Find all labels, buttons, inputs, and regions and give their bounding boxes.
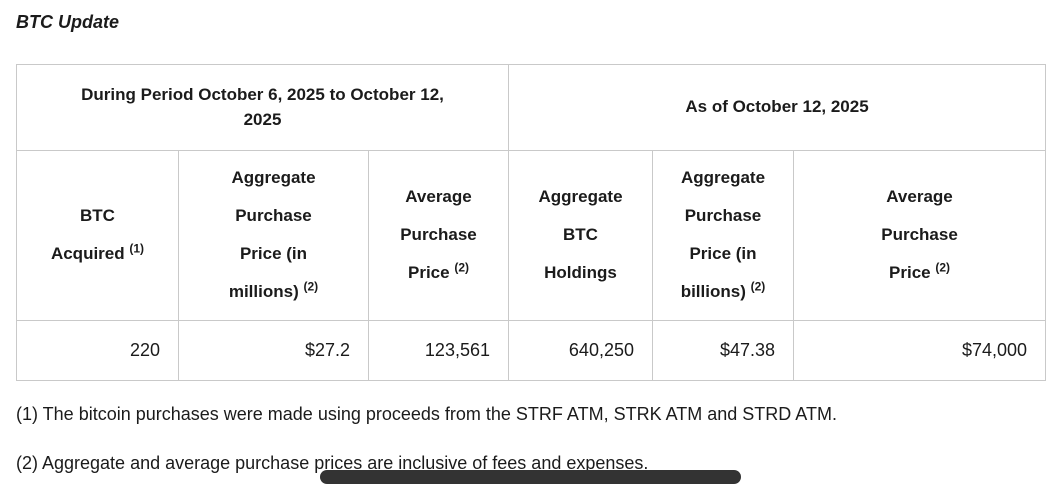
- col-header-average-purchase-price-asof-label: Average Purchase Price: [881, 186, 958, 283]
- col-header-aggregate-btc-holdings-label: Aggregate BTC Holdings: [538, 186, 623, 283]
- cell-average-purchase-price-asof: $74,000: [792, 319, 1047, 381]
- footnote-ref-2: (2): [454, 260, 469, 275]
- col-header-average-purchase-price-period: Average Purchase Price (2): [368, 149, 509, 321]
- col-header-aggregate-purchase-price-millions-label: Aggregate Purchase Price (in millions): [228, 167, 316, 302]
- footnote-ref-2: (2): [303, 279, 319, 294]
- col-header-aggregate-purchase-price-billions-label: Aggregate Purchase Price (in billions): [680, 167, 766, 302]
- group-header-during-period: During Period October 6, 2025 to October…: [16, 63, 509, 151]
- col-header-average-purchase-price-period-label: Average Purchase Price: [400, 186, 477, 283]
- cell-aggregate-btc-holdings: 640,250: [508, 319, 653, 381]
- group-header-as-of: As of October 12, 2025: [507, 63, 1047, 151]
- cell-btc-acquired: 220: [16, 319, 179, 381]
- column-header-row: BTC Acquired (1) Aggregate Purchase Pric…: [16, 149, 1047, 321]
- cell-average-purchase-price-period: 123,561: [368, 319, 509, 381]
- footnote-ref-1: (1): [129, 241, 145, 256]
- cell-aggregate-purchase-price-millions: $27.2: [178, 319, 369, 381]
- cell-aggregate-purchase-price-billions: $47.38: [652, 319, 794, 381]
- footnote-ref-2: (2): [935, 260, 951, 275]
- group-header-during-period-label: During Period October 6, 2025 to October…: [81, 84, 444, 130]
- data-row: 220 $27.2 123,561 640,250 $47.38 $74,000: [16, 319, 1047, 381]
- group-header-as-of-label: As of October 12, 2025: [685, 97, 869, 117]
- footnote-1: (1) The bitcoin purchases were made usin…: [16, 403, 837, 424]
- col-header-btc-acquired-label: BTC Acquired: [50, 206, 125, 264]
- col-header-aggregate-purchase-price-millions: Aggregate Purchase Price (in millions) (…: [178, 149, 369, 321]
- col-header-average-purchase-price-asof: Average Purchase Price (2): [792, 149, 1047, 321]
- bottom-bar: [320, 470, 741, 484]
- page-title: BTC Update: [16, 12, 119, 32]
- footnote-2: (2) Aggregate and average purchase price…: [16, 452, 649, 473]
- footnote-ref-2: (2): [750, 279, 766, 294]
- col-header-btc-acquired: BTC Acquired (1): [16, 149, 179, 321]
- group-header-row: During Period October 6, 2025 to October…: [16, 63, 1047, 151]
- col-header-aggregate-btc-holdings: Aggregate BTC Holdings: [508, 149, 653, 321]
- col-header-aggregate-purchase-price-billions: Aggregate Purchase Price (in billions) (…: [652, 149, 794, 321]
- btc-update-table: During Period October 6, 2025 to October…: [16, 63, 1047, 381]
